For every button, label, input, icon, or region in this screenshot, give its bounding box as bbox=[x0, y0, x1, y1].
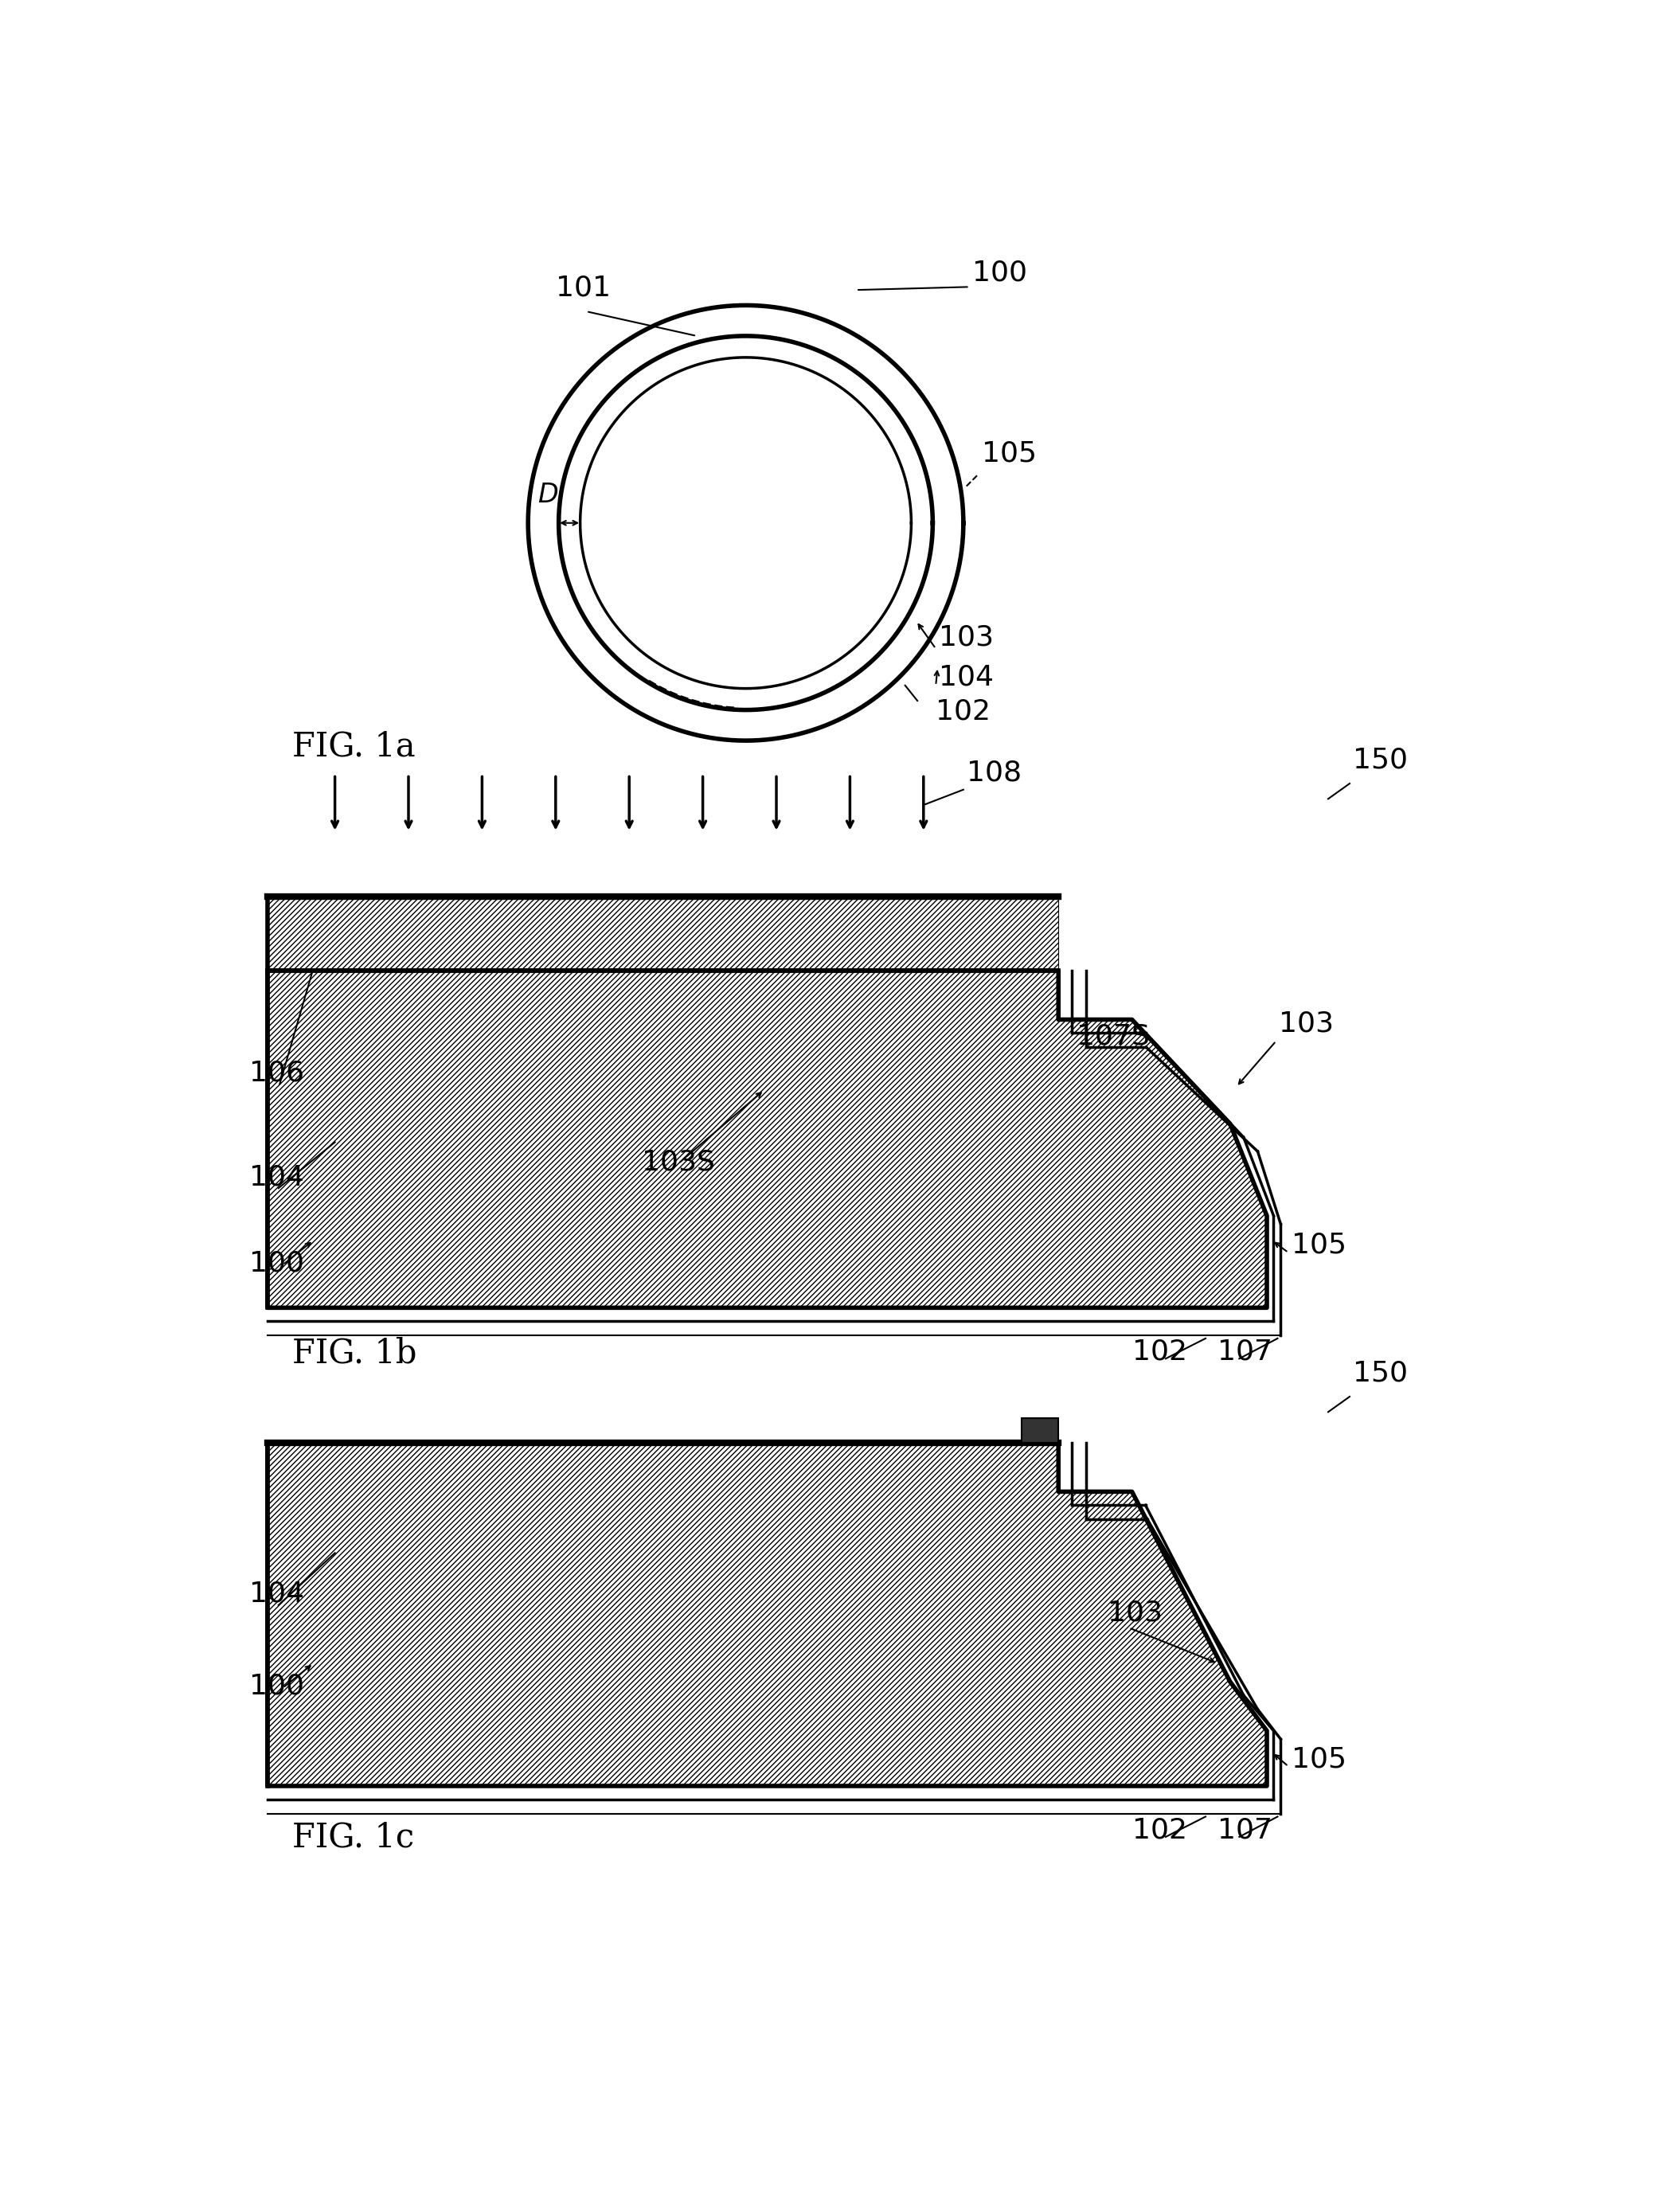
Text: 105: 105 bbox=[1292, 1232, 1347, 1259]
Text: 105: 105 bbox=[1292, 1745, 1347, 1774]
Text: FIG. 1a: FIG. 1a bbox=[291, 730, 415, 763]
Text: 100: 100 bbox=[972, 259, 1027, 285]
Text: 105: 105 bbox=[982, 440, 1037, 467]
Text: 107: 107 bbox=[1217, 1338, 1272, 1365]
Text: 103: 103 bbox=[1279, 1011, 1334, 1037]
Text: 103: 103 bbox=[1107, 1599, 1162, 1626]
Text: 103S: 103S bbox=[641, 1148, 714, 1175]
Text: 150: 150 bbox=[1352, 1360, 1407, 1387]
Text: 107: 107 bbox=[1217, 1816, 1272, 1843]
Text: 101: 101 bbox=[556, 274, 611, 301]
Text: 100: 100 bbox=[250, 1672, 305, 1699]
Text: 102: 102 bbox=[1132, 1338, 1187, 1365]
Text: 100: 100 bbox=[250, 1250, 305, 1276]
Text: 102: 102 bbox=[936, 697, 991, 726]
Polygon shape bbox=[1022, 1418, 1059, 1442]
Text: 104: 104 bbox=[250, 1582, 305, 1608]
Text: 107S: 107S bbox=[1077, 1022, 1151, 1051]
Polygon shape bbox=[268, 971, 1267, 1307]
Polygon shape bbox=[268, 896, 1059, 971]
Text: 150: 150 bbox=[1352, 748, 1407, 774]
Text: 108: 108 bbox=[966, 759, 1021, 785]
Text: 102: 102 bbox=[1132, 1816, 1187, 1843]
Text: D: D bbox=[538, 482, 558, 507]
Text: 104: 104 bbox=[250, 1164, 305, 1190]
Text: 103: 103 bbox=[939, 624, 994, 650]
Text: FIG. 1c: FIG. 1c bbox=[291, 1820, 415, 1854]
Text: FIG. 1b: FIG. 1b bbox=[291, 1336, 416, 1369]
Text: 104: 104 bbox=[939, 664, 994, 690]
Circle shape bbox=[528, 305, 964, 741]
Polygon shape bbox=[268, 1442, 1267, 1785]
Text: 106: 106 bbox=[250, 1060, 305, 1086]
